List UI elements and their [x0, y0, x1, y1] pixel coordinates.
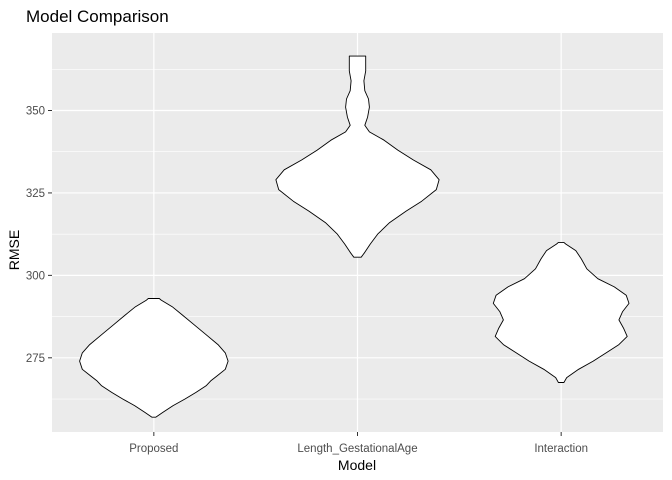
y-tick-label: 350 [26, 105, 45, 117]
y-axis: 275 300 325 350 [26, 105, 52, 365]
x-tick-label: Interaction [534, 443, 588, 455]
x-tick-label: Proposed [129, 443, 178, 455]
x-axis: Proposed Length_GestationalAge Interaction [129, 432, 588, 455]
violins [79, 55, 630, 418]
violin-proposed [79, 298, 229, 418]
y-tick-label: 300 [26, 270, 45, 282]
y-axis-title: RMSE [6, 230, 22, 270]
violin-interaction [492, 241, 630, 383]
violin-length-gestationalage [275, 55, 440, 258]
y-tick-label: 325 [26, 188, 45, 200]
chart-title: Model Comparison [26, 7, 169, 26]
x-tick-label: Length_GestationalAge [297, 443, 417, 455]
y-tick-label: 275 [26, 353, 45, 365]
x-axis-title: Model [338, 457, 376, 473]
